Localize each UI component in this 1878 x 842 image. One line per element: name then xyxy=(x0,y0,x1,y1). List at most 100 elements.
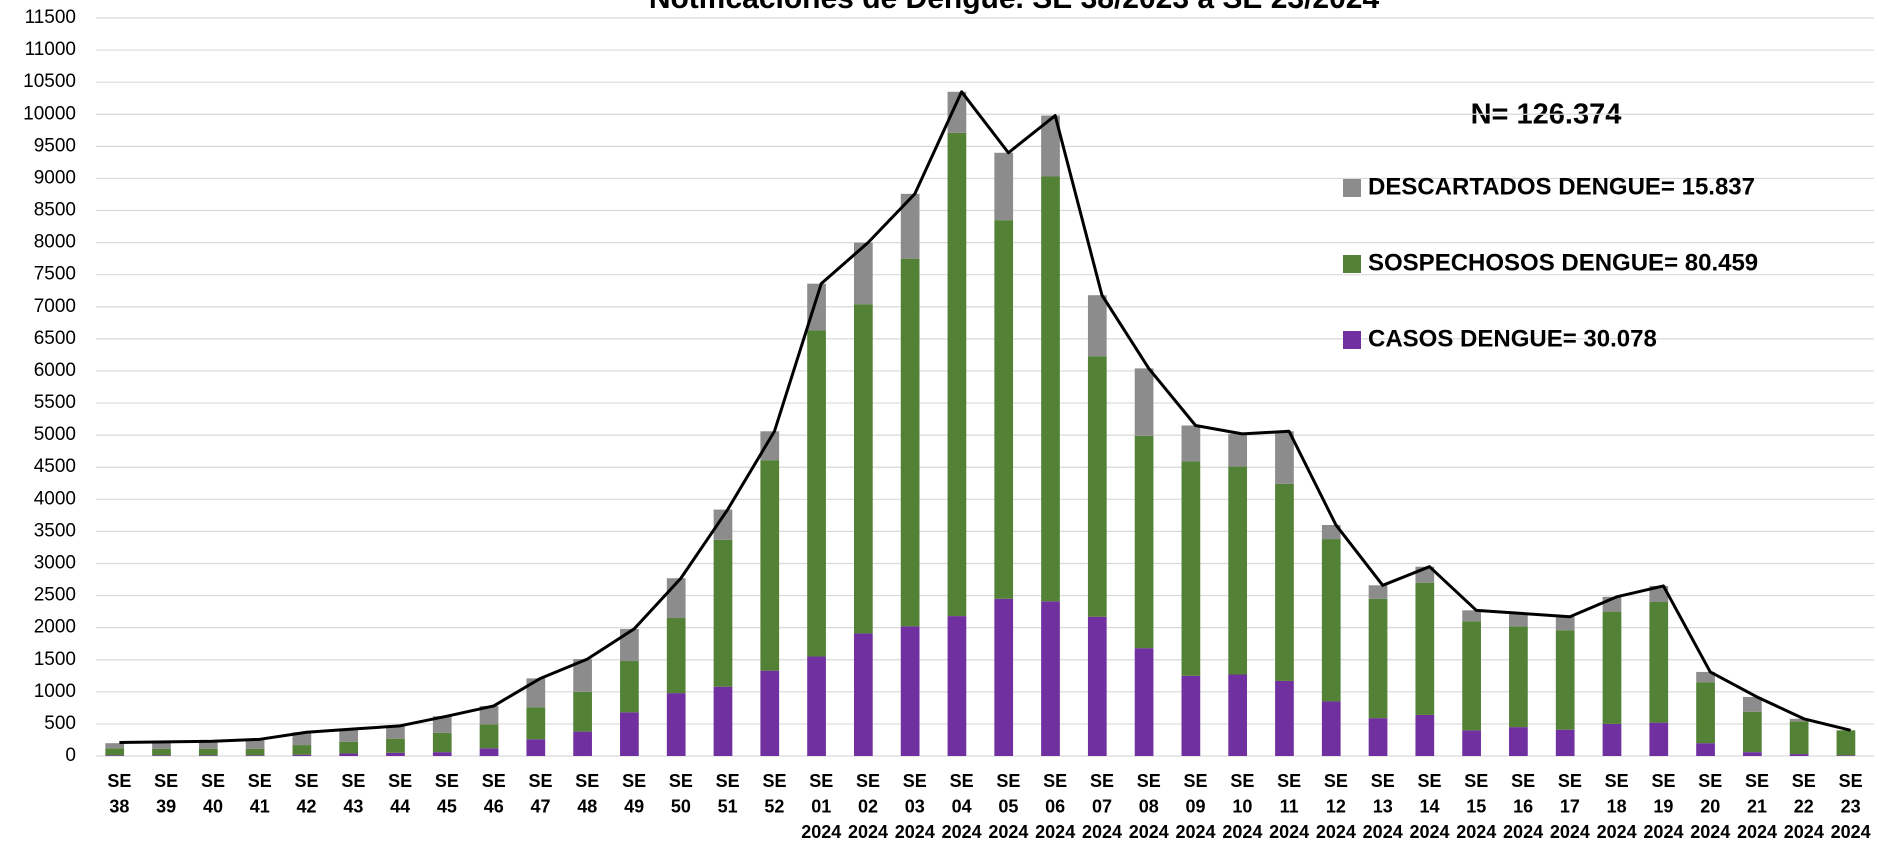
x-tick-label: 2024 xyxy=(895,822,935,842)
chart-title: Notificaciones de Dengue. SE 38/2023 a S… xyxy=(649,0,1380,15)
x-tick-label: 44 xyxy=(390,796,410,816)
bar-segment xyxy=(1462,621,1481,731)
bar-segment xyxy=(1555,630,1575,730)
x-tick-label: 2024 xyxy=(1456,822,1496,842)
x-tick-label: SE xyxy=(716,771,740,791)
y-tick-label: 11000 xyxy=(25,39,76,60)
x-tick-label: 48 xyxy=(577,796,597,816)
bar-segment xyxy=(1509,727,1528,756)
x-tick-label: SE xyxy=(1511,771,1535,791)
bar-segment xyxy=(713,539,733,687)
bar-segment xyxy=(1602,723,1622,756)
bar-segment xyxy=(853,633,873,756)
bar-segment xyxy=(1509,613,1528,627)
x-tick-label: 05 xyxy=(998,796,1018,816)
bar-segment xyxy=(1602,611,1622,724)
bar-segment xyxy=(666,618,686,694)
bar-segment xyxy=(900,193,920,259)
bar-segment xyxy=(1275,483,1294,681)
bar-segment xyxy=(1228,433,1248,467)
bar-segment xyxy=(198,741,218,749)
x-tick-label: SE xyxy=(295,771,319,791)
bar-segment xyxy=(339,729,359,742)
x-tick-label: 10 xyxy=(1232,796,1252,816)
x-tick-label: SE xyxy=(1137,771,1161,791)
bar-segment xyxy=(1181,425,1201,462)
bar-segment xyxy=(386,725,405,739)
x-tick-label: 2024 xyxy=(1784,822,1824,842)
x-tick-label: 2024 xyxy=(1269,822,1309,842)
bar-segment xyxy=(1649,585,1669,602)
bar-segment xyxy=(620,628,639,662)
bar-segment xyxy=(432,716,452,733)
x-tick-label: 04 xyxy=(952,796,972,816)
x-tick-label: SE xyxy=(762,771,786,791)
x-tick-label: 23 xyxy=(1841,796,1861,816)
x-tick-label: 2024 xyxy=(1503,822,1543,842)
x-tick-label: SE xyxy=(903,771,927,791)
bar-segment xyxy=(245,739,265,749)
y-tick-label: 8500 xyxy=(34,200,76,221)
bar-segment xyxy=(1368,598,1388,719)
bar-segment xyxy=(1789,718,1809,722)
bar-segment xyxy=(1228,466,1248,675)
bar-segment xyxy=(1321,524,1341,540)
x-tick-label: 06 xyxy=(1045,796,1065,816)
x-tick-label: 2024 xyxy=(1035,822,1075,842)
y-tick-label: 0 xyxy=(65,745,76,766)
x-tick-label: 2024 xyxy=(1222,822,1262,842)
bar-segment xyxy=(1696,743,1715,756)
x-tick-label: 46 xyxy=(484,796,504,816)
x-tick-label: SE xyxy=(669,771,693,791)
x-tick-label: 2024 xyxy=(1831,822,1871,842)
bar-segment xyxy=(1087,616,1107,756)
bar-segment xyxy=(245,755,265,756)
bar-segment xyxy=(994,152,1014,221)
bar-segment xyxy=(339,753,359,756)
x-tick-label: 2024 xyxy=(1129,822,1169,842)
bar-segment xyxy=(1321,701,1341,756)
bar-segment xyxy=(1742,752,1762,756)
bar-segment xyxy=(1134,368,1154,436)
x-tick-label: SE xyxy=(856,771,880,791)
bar-segment xyxy=(1696,671,1715,683)
bar-segment xyxy=(1041,601,1060,756)
bar-segment xyxy=(994,220,1014,599)
bar-segment xyxy=(386,752,405,756)
bar-segment xyxy=(573,659,592,692)
x-tick-label: 16 xyxy=(1513,796,1533,816)
bar-segment xyxy=(807,656,826,756)
bar-segment xyxy=(432,752,452,756)
bar-segment xyxy=(526,707,546,740)
bar-segment xyxy=(198,748,218,756)
x-tick-label: 02 xyxy=(858,796,878,816)
bar-segment xyxy=(947,132,967,617)
y-tick-label: 4000 xyxy=(34,488,76,509)
bar-segment xyxy=(245,748,265,756)
x-tick-label: 2024 xyxy=(848,822,888,842)
x-tick-label: SE xyxy=(1792,771,1816,791)
legend-label: CASOS DENGUE= 30.078 xyxy=(1368,325,1657,352)
bar-segment xyxy=(1742,711,1762,753)
x-tick-label: 09 xyxy=(1186,796,1206,816)
x-tick-label: 2024 xyxy=(1176,822,1216,842)
bar-segment xyxy=(620,712,639,756)
bar-segment xyxy=(1415,582,1435,715)
x-tick-label: 2024 xyxy=(1597,822,1637,842)
bar-segment xyxy=(1462,730,1481,756)
bar-segment xyxy=(1134,435,1154,649)
bar-segment xyxy=(1649,601,1669,723)
bar-segment xyxy=(1228,674,1248,756)
bar-segment xyxy=(1275,431,1294,484)
bar-segment xyxy=(1555,616,1575,631)
y-tick-label: 10000 xyxy=(23,103,76,124)
bar-segment xyxy=(573,691,592,732)
bar-segment xyxy=(292,732,312,746)
bar-segment xyxy=(105,743,125,749)
x-tick-label: SE xyxy=(1745,771,1769,791)
x-tick-label: 01 xyxy=(811,796,831,816)
x-tick-label: SE xyxy=(1558,771,1582,791)
bar-segment xyxy=(1836,730,1856,756)
y-tick-label: 7500 xyxy=(34,264,76,285)
